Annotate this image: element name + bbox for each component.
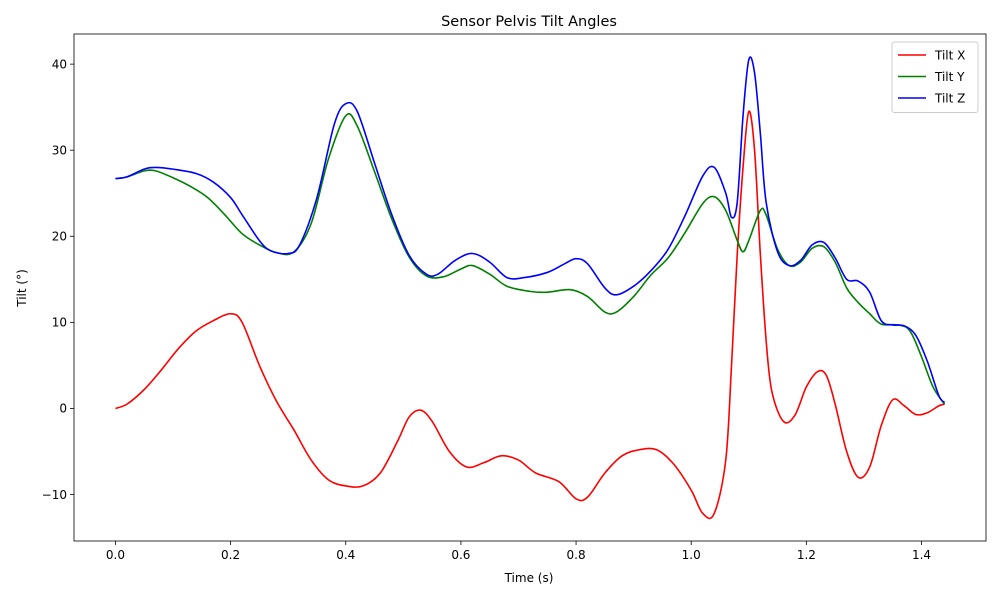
- x-tick-label: 0.0: [106, 548, 125, 562]
- legend-label: Tilt X: [934, 48, 965, 62]
- x-tick-label: 0.4: [336, 548, 355, 562]
- x-tick-label: 1.0: [682, 548, 701, 562]
- plot-frame: [73, 33, 987, 542]
- y-tick-label: −10: [42, 488, 67, 502]
- y-axis-label: Tilt (°): [15, 269, 29, 308]
- x-tick-label: 0.2: [221, 548, 240, 562]
- x-tick-label: 1.2: [797, 548, 816, 562]
- legend-box: [891, 41, 979, 113]
- plot-lines: [115, 56, 946, 520]
- y-tick-label: 20: [52, 230, 67, 244]
- y-tick-label: 0: [59, 402, 67, 416]
- x-tick-label: 1.4: [912, 548, 931, 562]
- x-axis: 0.0 0.2 0.4 0.6 0.8 1.0 1.2 1.4: [106, 541, 931, 562]
- legend: Tilt X Tilt Y Tilt Z: [891, 41, 979, 113]
- series-line-1: [115, 110, 945, 520]
- chart-title: Sensor Pelvis Tilt Angles: [441, 14, 617, 30]
- x-axis-label: Time (s): [504, 571, 554, 585]
- legend-label: Tilt Z: [934, 91, 965, 105]
- x-tick-label: 0.8: [567, 548, 586, 562]
- series-line-2: [115, 113, 946, 405]
- legend-label: Tilt Y: [934, 70, 965, 84]
- y-axis: −10 0 10 20 30 40: [42, 57, 74, 502]
- y-tick-label: 40: [52, 57, 67, 71]
- y-tick-label: 10: [52, 316, 67, 330]
- y-tick-label: 30: [52, 144, 67, 158]
- x-tick-label: 0.6: [451, 548, 470, 562]
- series-line-3: [115, 56, 946, 404]
